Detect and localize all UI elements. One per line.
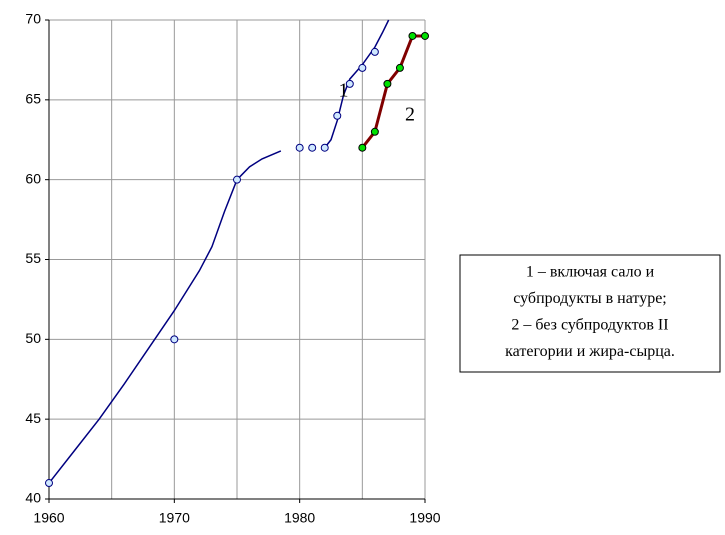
- series-label: 2: [405, 103, 415, 125]
- y-tick-label: 40: [25, 490, 41, 506]
- legend-text: субпродукты в натуре;: [513, 290, 667, 307]
- y-tick-label: 60: [25, 170, 41, 186]
- x-tick-label: 1960: [33, 510, 64, 526]
- legend-box: [459, 254, 721, 373]
- x-tick-label: 1970: [159, 510, 190, 526]
- point: [233, 175, 241, 184]
- point: [308, 143, 317, 152]
- point: [408, 31, 417, 40]
- y-tick-label: 50: [25, 330, 41, 346]
- point: [170, 335, 179, 344]
- legend-text: 2 – без субпродуктов II: [511, 317, 668, 334]
- point: [421, 31, 429, 40]
- fit-curve: [48, 19, 390, 484]
- y-tick-label: 70: [25, 11, 41, 27]
- y-tick-label: 65: [25, 91, 41, 107]
- point: [320, 143, 329, 152]
- series-label: 1: [339, 79, 349, 101]
- point: [295, 143, 304, 152]
- point: [358, 63, 367, 72]
- x-tick-label: 1980: [284, 510, 315, 526]
- point: [383, 79, 392, 88]
- legend-text: 1 – включая сало и: [526, 264, 655, 281]
- y-tick-label: 45: [25, 410, 41, 426]
- point: [358, 143, 367, 152]
- x-tick-label: 1990: [409, 510, 440, 526]
- legend-text: категории и жира-сырца.: [505, 343, 675, 360]
- point: [345, 79, 354, 88]
- y-tick-label: 55: [25, 250, 41, 266]
- point: [370, 47, 379, 56]
- point: [395, 63, 404, 72]
- point: [333, 111, 342, 120]
- point: [45, 479, 53, 488]
- point: [370, 127, 379, 136]
